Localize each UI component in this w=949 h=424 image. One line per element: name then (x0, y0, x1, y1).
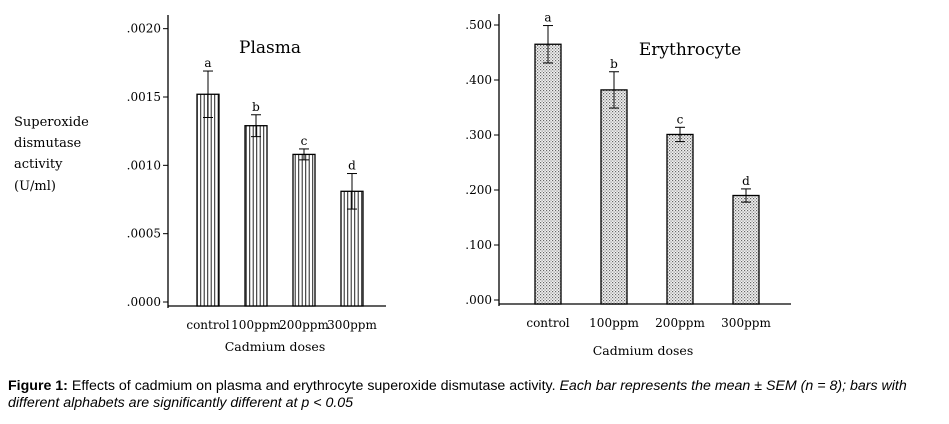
plasma-bar (196, 93, 220, 307)
erythrocyte-significance-letter: a (544, 11, 551, 25)
erythrocyte-significance-letter: b (610, 57, 618, 71)
erythrocyte-y-tick-label: .100 (465, 238, 492, 252)
erythrocyte-y-tick-label: .200 (465, 183, 492, 197)
y-axis-label-line-2: dismutase (14, 136, 81, 151)
erythrocyte-y-tick-label: .400 (465, 73, 492, 87)
erythrocyte-bar (732, 194, 760, 305)
erythrocyte-significance-letter: d (742, 174, 750, 188)
erythrocyte-category-label: control (526, 316, 569, 330)
erythrocyte-category-label: 100ppm (589, 316, 639, 330)
plasma-bar (244, 125, 268, 307)
erythrocyte-bar (600, 89, 628, 305)
plasma-chart: .0000 .0005 .0010 .0015 .0020 a control b 100ppm… (127, 15, 386, 354)
y-axis-label: Superoxide dismutase activity (U/ml) (14, 115, 89, 194)
plasma-y-tick-label: .0015 (127, 90, 161, 104)
erythrocyte-y-tick-label: .500 (465, 18, 492, 32)
plasma-category-label: 100ppm (231, 318, 281, 332)
erythrocyte-category-label: 300ppm (721, 316, 771, 330)
plasma-category-label: control (186, 318, 229, 332)
erythrocyte-bar (666, 133, 694, 305)
figure-caption: Figure 1: Effects of cadmium on plasma a… (8, 378, 943, 412)
plasma-bar (292, 153, 316, 307)
y-axis-label-line-3: activity (14, 157, 63, 172)
erythrocyte-y-tick-label: .000 (465, 293, 492, 307)
plasma-y-tick-label: .0000 (127, 295, 161, 309)
y-axis-label-line-4: (U/ml) (14, 179, 56, 194)
plasma-significance-letter: c (301, 134, 308, 148)
plasma-x-axis-label: Cadmium doses (225, 339, 326, 354)
plasma-category-label: 300ppm (327, 318, 377, 332)
plasma-significance-letter: a (204, 56, 211, 70)
erythrocyte-y-tick-label: .300 (465, 128, 492, 142)
erythrocyte-significance-letter: c (677, 112, 684, 126)
plasma-y-tick-label: .0010 (127, 158, 161, 172)
plasma-significance-letter: b (252, 100, 260, 114)
plasma-significance-letter: d (348, 159, 356, 173)
caption-italic-text: Each bar represents the mean ± SEM (n = … (8, 378, 907, 411)
erythrocyte-title: Erythrocyte (639, 40, 741, 60)
erythrocyte-category-label: 200ppm (655, 316, 705, 330)
erythrocyte-chart: .000 .100 .200 .300 .400 .500 a control b 100ppm c… (465, 11, 791, 358)
erythrocyte-x-axis-label: Cadmium doses (593, 343, 694, 358)
plasma-title: Plasma (239, 38, 301, 58)
plasma-y-tick-label: .0005 (127, 227, 161, 241)
plasma-category-label: 200ppm (279, 318, 329, 332)
y-axis-label-line-1: Superoxide (14, 115, 89, 130)
caption-text: Effects of cadmium on plasma and erythro… (67, 378, 560, 394)
plasma-y-tick-label: .0020 (127, 22, 161, 36)
caption-label: Figure 1: (8, 378, 68, 394)
erythrocyte-bar (534, 43, 562, 305)
